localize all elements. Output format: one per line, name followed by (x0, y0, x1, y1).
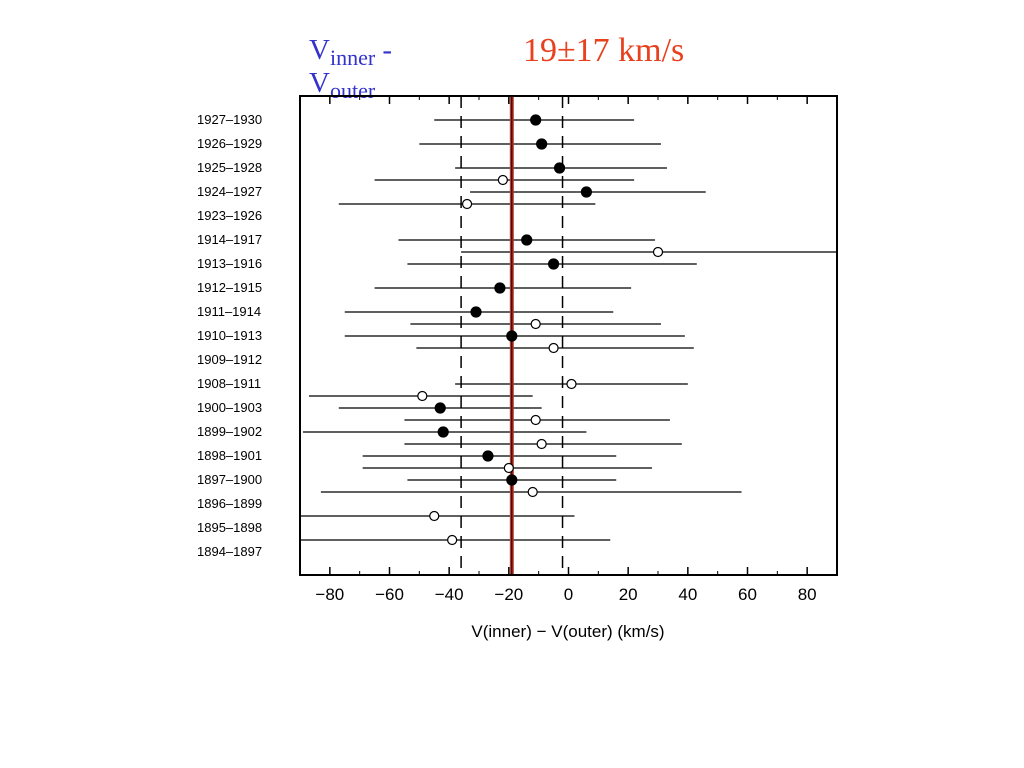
data-point-open (548, 342, 559, 354)
data-point-open (527, 486, 538, 498)
x-tick-label: −20 (494, 585, 523, 604)
row-label: 1910–1913 (197, 328, 262, 343)
row-label: 1914–1917 (197, 232, 262, 247)
row-label: 1894–1897 (197, 544, 262, 559)
row-label: 1911–1914 (197, 304, 261, 319)
row-label: 1898–1901 (197, 448, 262, 463)
data-point-filled (494, 282, 506, 294)
data-point-filled (521, 234, 533, 246)
data-point-filled (437, 426, 449, 438)
data-point-open (417, 390, 428, 402)
x-tick-label: 0 (564, 585, 573, 604)
row-label: 1896–1899 (197, 496, 262, 511)
data-point-open (652, 246, 664, 258)
data-point-filled (580, 186, 593, 198)
result-value: 19±17 km/s (523, 32, 685, 69)
data-point-filled (536, 138, 548, 150)
data-point-open (530, 318, 541, 330)
data-point-open (429, 510, 440, 522)
data-point-filled (553, 162, 566, 174)
title-sub-inner: inner (329, 45, 376, 70)
data-point-filled (547, 258, 560, 270)
data-point-open (461, 198, 473, 210)
x-tick-label: −60 (375, 585, 404, 604)
x-tick-label: −40 (435, 585, 464, 604)
data-point-filled (506, 474, 518, 486)
row-label: 1900–1903 (197, 400, 262, 415)
x-tick-label: 40 (678, 585, 697, 604)
row-label: 1909–1912 (197, 352, 262, 367)
data-point-filled (482, 450, 494, 462)
data-point-filled (530, 114, 542, 126)
errorbars (300, 119, 837, 541)
x-tick-label: 20 (619, 585, 638, 604)
title-dash: - (375, 34, 393, 66)
title-v2: V (309, 67, 330, 99)
row-label: 1895–1898 (197, 520, 262, 535)
data-point-open (497, 174, 508, 186)
data-point-open (447, 534, 458, 546)
markers (417, 114, 664, 546)
x-tick-label: 80 (798, 585, 817, 604)
row-label: 1899–1902 (197, 424, 262, 439)
row-label: 1923–1926 (197, 208, 262, 223)
title-v1: V (309, 34, 330, 66)
x-axis-label: V(inner) − V(outer) (km/s) (471, 622, 664, 641)
row-label: 1908–1911 (197, 376, 261, 391)
row-label: 1913–1916 (197, 256, 262, 271)
data-point-filled (470, 306, 482, 318)
data-point-filled (506, 330, 518, 342)
row-label: 1927–1930 (197, 112, 262, 127)
y-labels: 1927–1930 1926–1929 1925–1928 1924–1927 1923… (197, 112, 262, 559)
row-label: 1924–1927 (197, 184, 262, 199)
x-tick-label: −80 (315, 585, 344, 604)
data-point-open (530, 414, 541, 426)
data-point-open (503, 462, 514, 474)
data-point-open (566, 378, 577, 390)
row-label: 1912–1915 (197, 280, 262, 295)
row-label: 1925–1928 (197, 160, 262, 175)
x-tick-label: 60 (738, 585, 757, 604)
row-label: 1926–1929 (197, 136, 262, 151)
data-point-open (536, 438, 547, 450)
x-ticks: −80 −60 −40 −20 0 20 40 60 80 (299, 96, 838, 604)
data-point-filled (434, 402, 446, 414)
row-label: 1897–1900 (197, 472, 262, 487)
